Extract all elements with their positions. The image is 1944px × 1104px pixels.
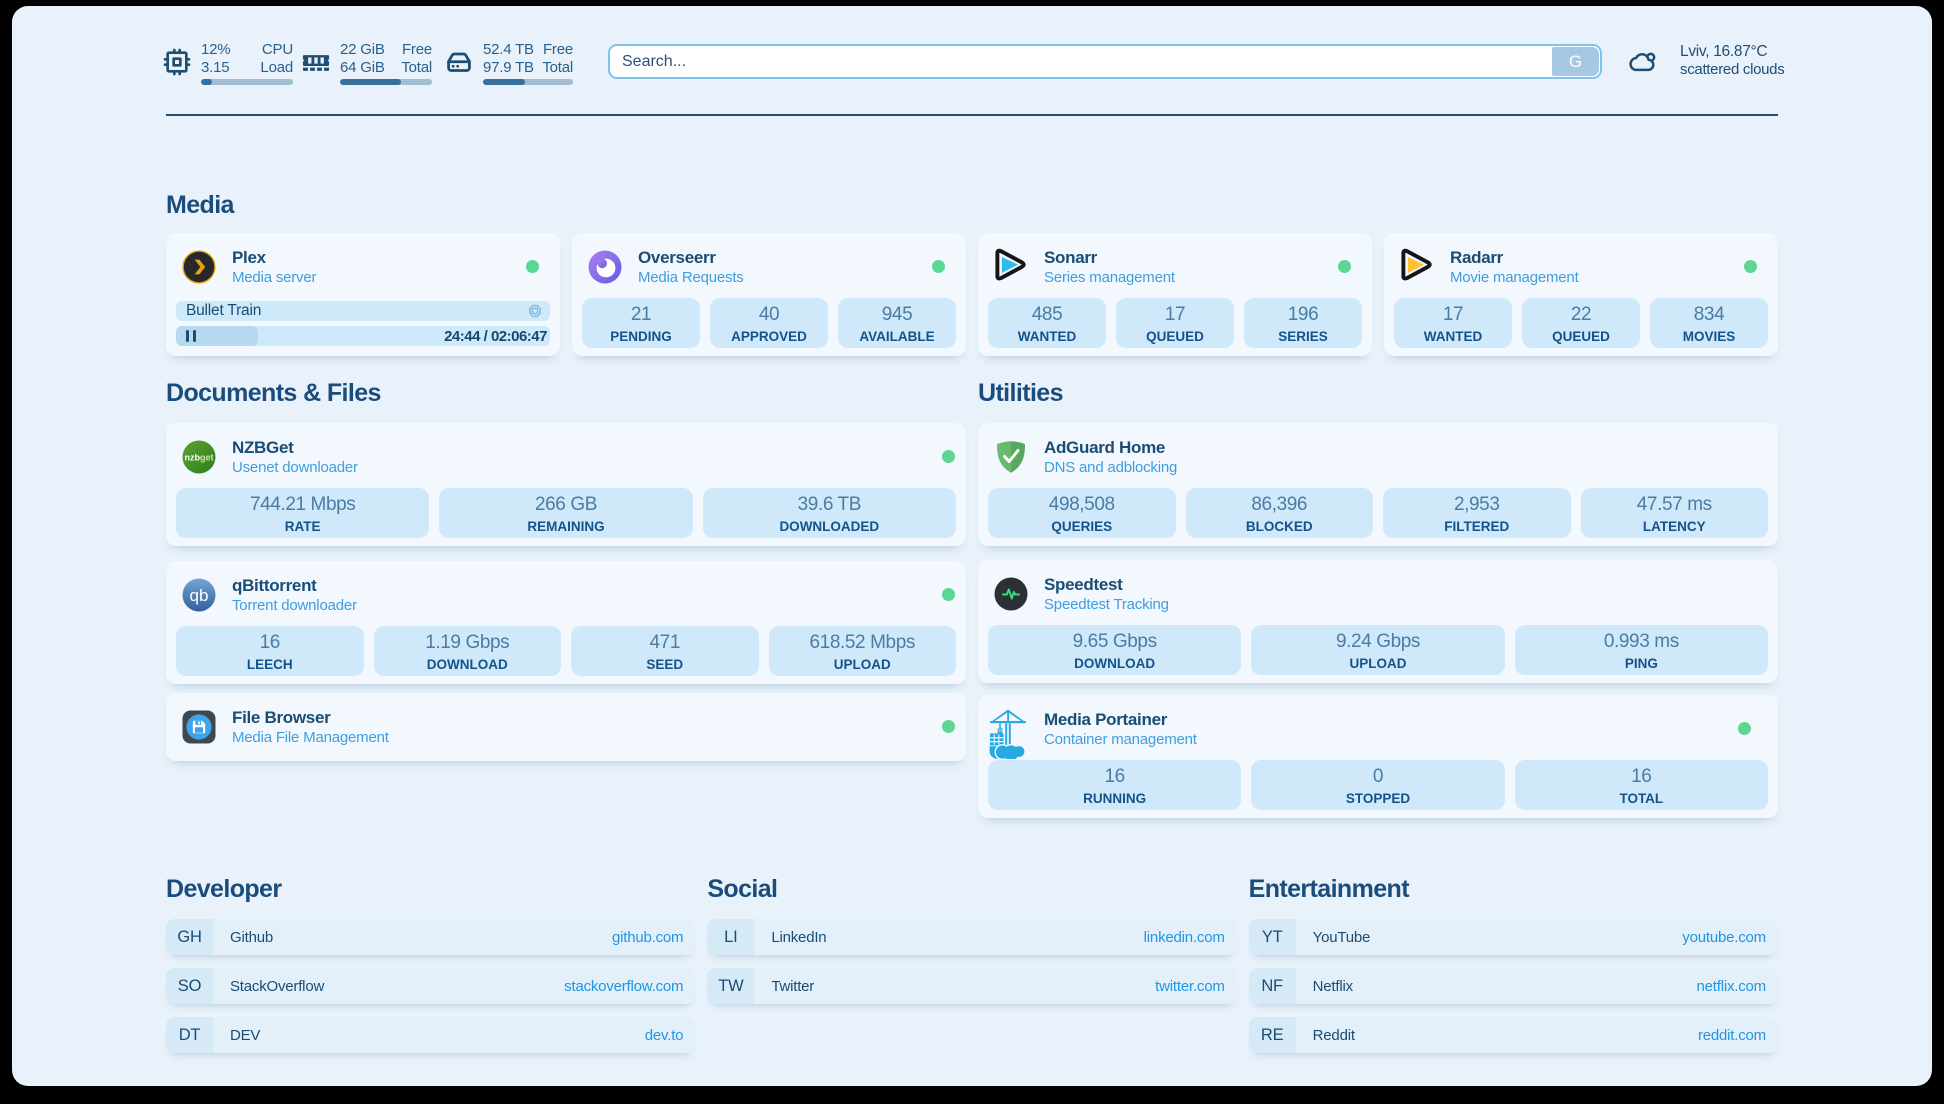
svg-text:nzbget: nzbget [185,452,214,462]
svg-text:qb: qb [190,586,209,605]
